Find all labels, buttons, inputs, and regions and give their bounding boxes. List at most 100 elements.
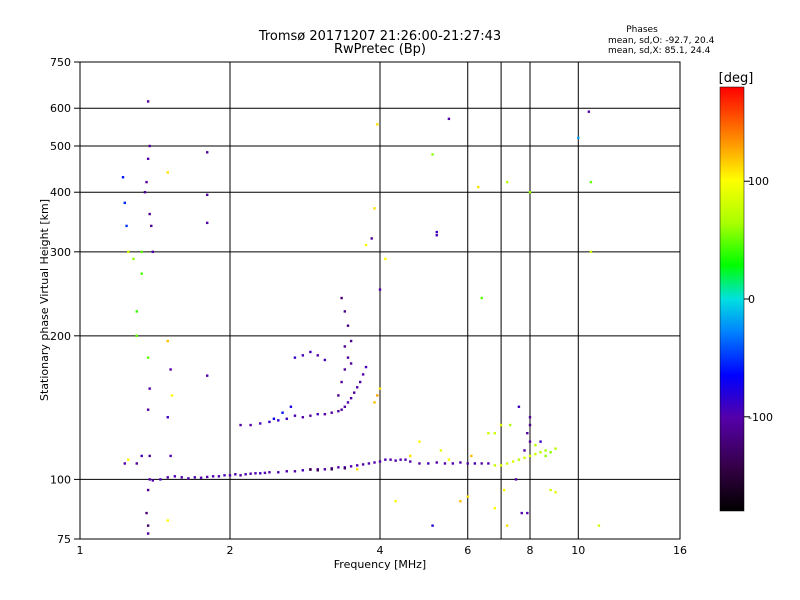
data-point — [597, 524, 601, 527]
data-point — [289, 405, 293, 408]
data-point — [544, 454, 547, 458]
data-point — [526, 511, 529, 515]
data-point — [146, 408, 150, 411]
data-point — [480, 296, 483, 300]
data-point — [352, 391, 356, 394]
data-point — [554, 491, 557, 494]
data-point — [337, 466, 340, 469]
data-point — [193, 476, 197, 479]
data-point — [263, 471, 267, 475]
data-point — [146, 100, 150, 103]
x-tick-label: 8 — [527, 544, 534, 557]
data-point — [451, 462, 455, 465]
data-point — [301, 469, 305, 472]
data-point — [480, 462, 483, 465]
y-tick-label: 500 — [50, 140, 71, 153]
data-point — [132, 257, 135, 261]
y-tick-labels: 75 100 200 300 400 500 600 750 — [50, 56, 71, 546]
colorbar-tick-label: -100 — [748, 411, 773, 424]
data-point — [127, 458, 130, 461]
data-point — [399, 458, 402, 461]
data-point — [502, 488, 506, 492]
data-point — [343, 345, 347, 348]
data-point — [493, 507, 497, 510]
data-point — [309, 350, 312, 354]
data-point — [358, 380, 362, 384]
x-tick-label: 2 — [227, 544, 234, 557]
data-point — [343, 368, 347, 371]
colorbar-ticks: 100 0 -100 — [744, 175, 773, 424]
data-point — [205, 193, 209, 197]
data-point — [346, 356, 350, 359]
data-point — [487, 431, 490, 435]
data-point — [544, 449, 547, 452]
data-point — [166, 339, 169, 343]
data-point — [323, 358, 327, 362]
data-point — [343, 467, 347, 470]
data-point — [389, 458, 392, 461]
data-point — [316, 412, 319, 416]
data-point — [427, 462, 430, 465]
phases-x-line: mean, sd,X: 85.1, 24.4 — [608, 46, 711, 56]
data-point — [459, 461, 462, 464]
data-point — [409, 454, 412, 458]
phases-heading: Phases — [626, 25, 658, 35]
data-point — [355, 464, 359, 467]
data-point — [435, 230, 438, 234]
data-point — [418, 462, 421, 465]
data-point — [361, 463, 365, 466]
data-point — [148, 454, 151, 458]
data-point — [549, 488, 552, 492]
data-point — [148, 212, 151, 216]
data-point — [285, 470, 288, 473]
data-point — [343, 405, 347, 408]
data-point — [309, 414, 312, 417]
data-point — [135, 462, 138, 465]
data-point — [254, 472, 257, 475]
data-point — [534, 452, 537, 456]
x-tick-label: 1 — [77, 544, 84, 557]
y-axis-label: Stationary phase Virtual Height [km] — [38, 199, 51, 401]
colorbar-unit: [deg] — [719, 71, 754, 86]
data-point — [148, 478, 151, 481]
data-point — [511, 460, 515, 463]
data-point — [145, 180, 148, 184]
data-point — [166, 476, 169, 479]
colorbar-tick-label: 100 — [748, 175, 769, 188]
data-point — [301, 354, 305, 357]
data-point — [373, 207, 376, 210]
data-point — [140, 454, 143, 458]
grid-lines — [74, 61, 680, 540]
data-point — [514, 478, 518, 481]
data-point — [187, 477, 190, 480]
x-tick-label: 4 — [377, 544, 384, 557]
data-point — [340, 296, 343, 300]
y-tick-label: 75 — [57, 533, 71, 546]
data-point — [487, 462, 490, 465]
colorbar — [719, 86, 745, 512]
data-point — [148, 144, 151, 148]
data-point — [259, 422, 262, 425]
data-point — [268, 420, 271, 424]
data-point — [409, 460, 412, 463]
data-point — [205, 374, 209, 377]
data-point — [309, 468, 312, 471]
data-point — [378, 460, 382, 463]
data-point — [205, 475, 209, 479]
data-point — [340, 408, 343, 411]
data-point — [249, 423, 252, 427]
data-point — [526, 431, 529, 435]
data-point — [146, 524, 150, 527]
data-point — [170, 394, 174, 397]
y-tick-label: 400 — [50, 186, 71, 199]
data-point — [539, 451, 542, 454]
data-point — [277, 471, 280, 474]
data-point — [205, 151, 209, 154]
data-point — [473, 462, 477, 465]
data-point — [470, 454, 473, 458]
data-point — [361, 373, 365, 376]
data-point — [343, 310, 347, 313]
data-point — [166, 519, 169, 522]
data-point — [439, 449, 443, 452]
